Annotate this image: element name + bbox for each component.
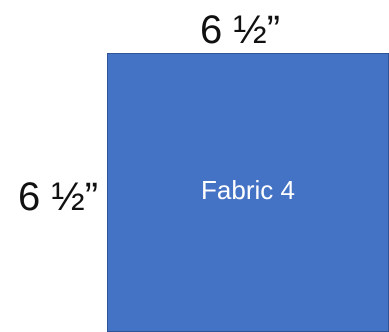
fabric-label: Fabric 4 [201, 174, 295, 205]
fabric-square: Fabric 4 [107, 53, 389, 332]
height-measurement-label: 6 ½” [18, 175, 99, 219]
width-measurement-label: 6 ½” [200, 8, 281, 52]
